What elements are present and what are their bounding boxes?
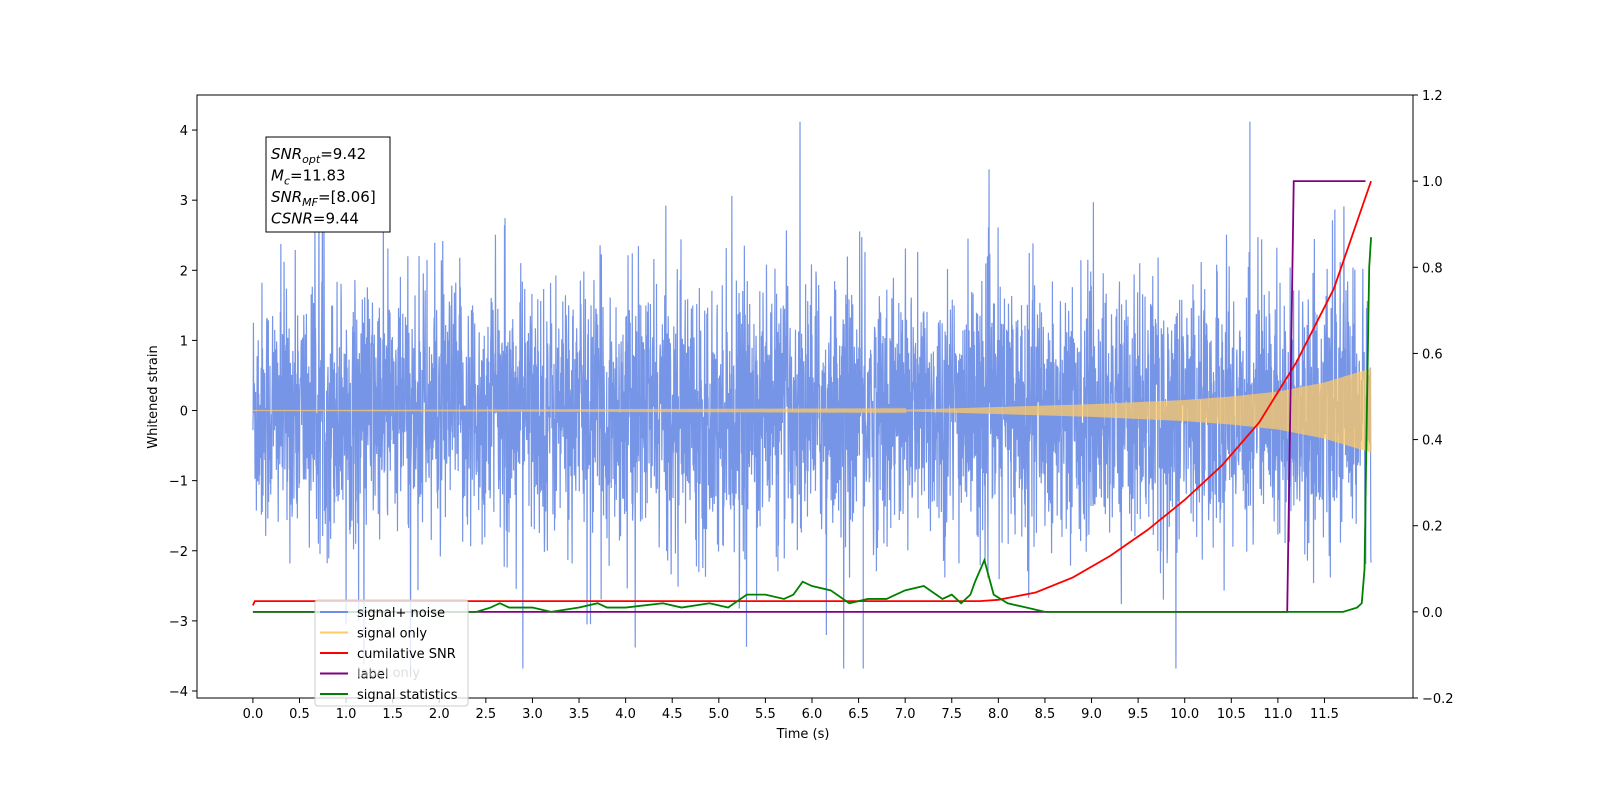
- series-signal-only: [252, 368, 1372, 453]
- y-tick-label: 3: [180, 194, 188, 209]
- x-tick-label: 4.5: [662, 707, 683, 722]
- series-signal-statistics: [252, 237, 1372, 613]
- legend-label: signal+ noise: [357, 606, 445, 621]
- y2-tick-label: 0.4: [1422, 434, 1443, 449]
- x-tick-label: 5.0: [708, 707, 729, 722]
- y-axis-right: −0.2 0.0 0.2 0.4 0.6 0.8 1.0 1.2: [1413, 89, 1454, 707]
- x-tick-label: 2.0: [429, 707, 450, 722]
- y-tick-label: −4: [169, 685, 188, 700]
- x-tick-label: 5.5: [755, 707, 776, 722]
- y-tick-label: 4: [180, 124, 188, 139]
- y-axis-left: −4 −3 −2 −1 0 1 2 3 4: [169, 124, 197, 700]
- x-tick-label: 2.5: [476, 707, 497, 722]
- x-tick-label: 6.5: [848, 707, 869, 722]
- legend-label: label: [357, 668, 388, 683]
- x-tick-label: 11.5: [1310, 707, 1339, 722]
- annotation-line: Mc=11.83: [271, 167, 346, 188]
- legend: signal+ noise signal only cumilative SNR la…: [314, 599, 469, 707]
- x-tick-label: 7.0: [895, 707, 916, 722]
- y2-tick-label: 1.0: [1422, 175, 1443, 190]
- x-tick-label: 9.5: [1128, 707, 1149, 722]
- y-tick-label: −2: [169, 545, 188, 560]
- x-axis: 0.0 0.5 1.0 1.5 2.0 2.5 3.0 3.5 4.0 4.5 5.0 5.5 6.0 6…: [243, 698, 1339, 722]
- x-tick-label: 0.0: [243, 707, 264, 722]
- y-tick-label: 0: [180, 405, 188, 420]
- legend-label: cumilative SNR: [357, 647, 456, 662]
- y2-tick-label: 0.0: [1422, 606, 1443, 621]
- x-tick-label: 0.5: [289, 707, 310, 722]
- x-tick-label: 9.0: [1081, 707, 1102, 722]
- legend-overlap-fragment: label only: [357, 666, 420, 681]
- x-tick-label: 6.0: [802, 707, 823, 722]
- annotation-line: SNRMF=[8.06]: [271, 188, 376, 209]
- annotation-line: SNRopt=9.42: [271, 145, 366, 166]
- x-tick-label: 4.0: [615, 707, 636, 722]
- y-tick-label: 2: [180, 264, 188, 279]
- y-tick-label: −3: [169, 615, 188, 630]
- y-tick-label: −1: [169, 475, 188, 490]
- x-tick-label: 8.5: [1035, 707, 1056, 722]
- plot-frame: [196, 94, 1414, 699]
- x-tick-label: 1.5: [382, 707, 403, 722]
- x-tick-label: 3.5: [569, 707, 590, 722]
- y2-tick-label: 0.8: [1422, 261, 1443, 276]
- y2-tick-label: 0.2: [1422, 520, 1443, 535]
- x-tick-label: 7.5: [941, 707, 962, 722]
- series-label: [252, 180, 1366, 613]
- series-signal-noise: [252, 121, 1372, 669]
- x-tick-label: 1.0: [336, 707, 357, 722]
- x-tick-label: 11.0: [1263, 707, 1292, 722]
- y-tick-label: 1: [180, 334, 188, 349]
- y2-tick-label: 0.6: [1422, 347, 1443, 362]
- legend-label: signal statistics: [357, 688, 458, 703]
- x-axis-label: Time (s): [776, 727, 830, 742]
- x-tick-label: 10.5: [1217, 707, 1246, 722]
- x-tick-label: 10.0: [1170, 707, 1199, 722]
- y2-tick-label: −0.2: [1422, 692, 1454, 707]
- y2-tick-label: 1.2: [1422, 89, 1443, 104]
- y-axis-label: Whitened strain: [146, 345, 161, 448]
- x-tick-label: 3.0: [522, 707, 543, 722]
- x-tick-label: 8.0: [988, 707, 1009, 722]
- legend-label: signal only: [357, 627, 427, 642]
- annotation-line: CSNR=9.44: [271, 210, 359, 228]
- plot-layer: [252, 121, 1372, 669]
